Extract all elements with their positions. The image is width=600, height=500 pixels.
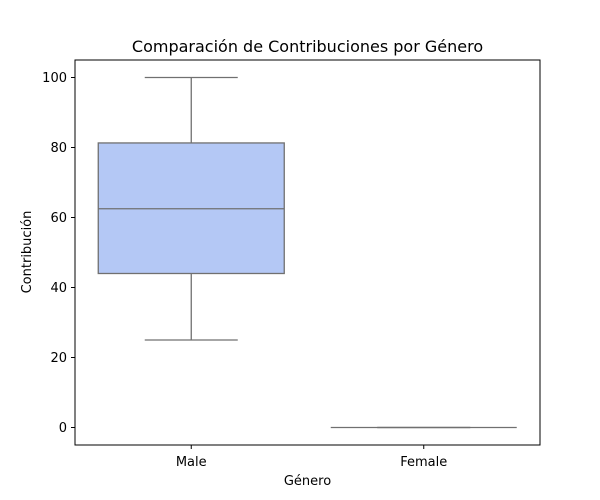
- y-tick-label: 60: [50, 211, 67, 226]
- box-series: [97, 76, 517, 429]
- x-axis-label: Género: [284, 474, 331, 489]
- y-tick-label: 20: [50, 351, 67, 366]
- x-axis: Male Female: [176, 445, 447, 470]
- x-tick-label: Female: [400, 455, 447, 470]
- y-tick-label: 40: [50, 281, 67, 296]
- y-tick-label: 100: [42, 71, 67, 86]
- y-axis: 0 20 40 60 80 100: [42, 71, 75, 436]
- box-male: [97, 76, 285, 341]
- chart-title: Comparación de Contribuciones por Género: [132, 37, 483, 56]
- y-tick-label: 80: [50, 141, 67, 156]
- x-tick-label: Male: [176, 455, 207, 470]
- plot-frame: [74, 59, 541, 446]
- y-tick-label: 0: [59, 421, 67, 436]
- y-axis-label: Contribución: [20, 211, 35, 294]
